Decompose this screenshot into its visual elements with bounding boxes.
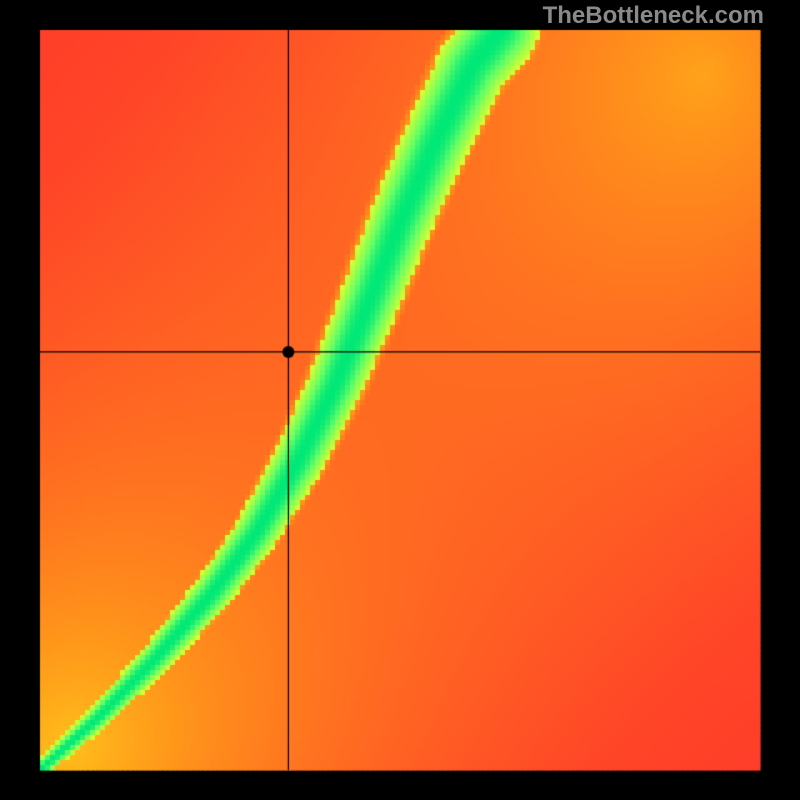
chart-container: TheBottleneck.com (0, 0, 800, 800)
watermark-text: TheBottleneck.com (543, 2, 764, 30)
bottleneck-heatmap (0, 0, 800, 800)
